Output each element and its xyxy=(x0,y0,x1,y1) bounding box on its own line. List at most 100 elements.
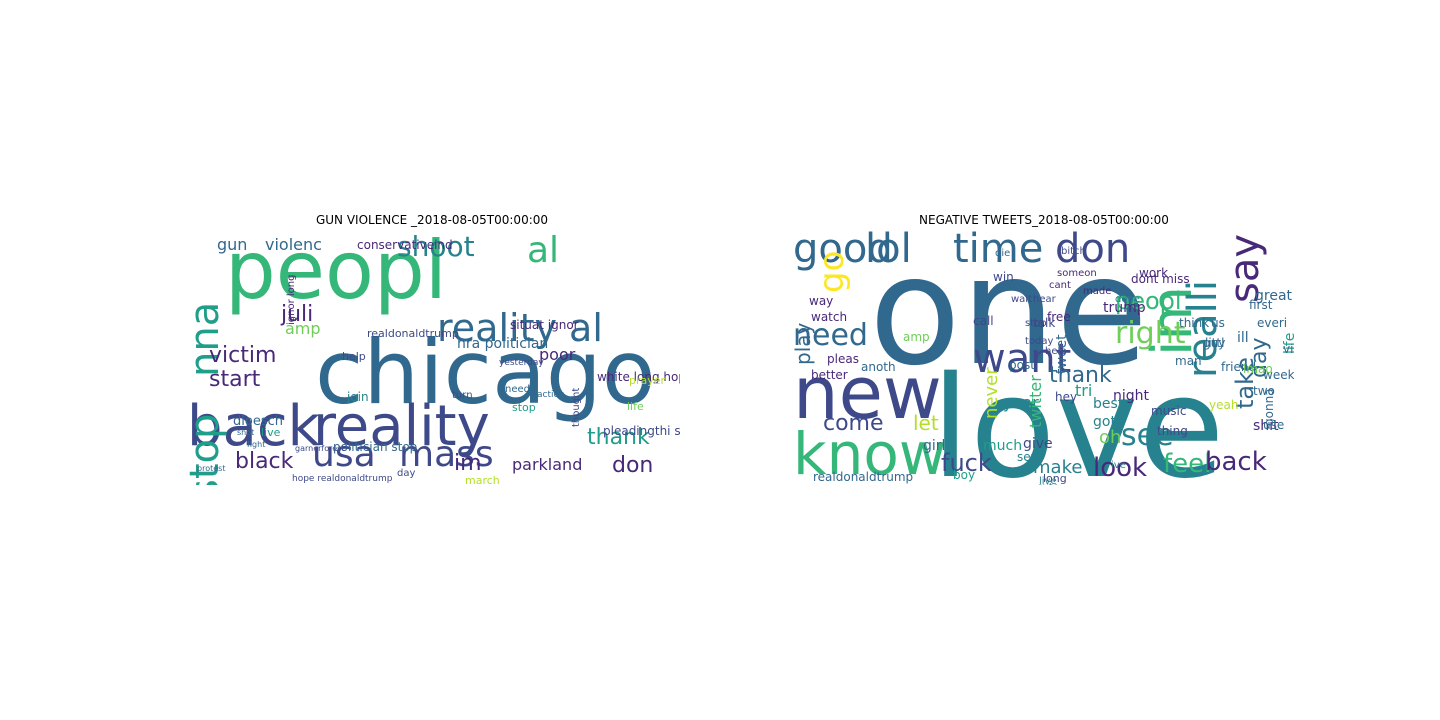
cloud-word: hope realdonaldtrump xyxy=(292,474,393,484)
cloud-word: trump xyxy=(1103,300,1146,316)
cloud-word: made xyxy=(1083,286,1112,297)
cloud-word: girl xyxy=(923,438,946,454)
cloud-word: man xyxy=(1175,354,1202,368)
cloud-word: feel xyxy=(1163,449,1212,479)
cloud-word: garnerforest xyxy=(295,444,345,453)
cloud-word: us xyxy=(1211,316,1225,330)
cloud-word: week xyxy=(1263,368,1294,382)
cloud-word: pleas xyxy=(827,352,859,366)
cloud-word: chicago xyxy=(315,321,656,424)
cloud-word: talk xyxy=(1033,316,1056,330)
cloud-word: call xyxy=(973,314,994,328)
cloud-word: violenc xyxy=(265,235,322,254)
cloud-word: work xyxy=(1139,266,1169,280)
right-cloud-title: NEGATIVE TWEETS_2018-08-05T00:00:00 xyxy=(919,213,1169,227)
cloud-word: twitter xyxy=(1026,375,1045,429)
cloud-word: hear xyxy=(1033,294,1056,305)
cloud-word: think xyxy=(1179,316,1210,330)
cloud-word: want xyxy=(973,336,1072,382)
cloud-word: usa xyxy=(312,434,376,475)
cloud-word: victim xyxy=(209,343,277,368)
cloud-word: turn xyxy=(452,390,473,401)
cloud-word: ive xyxy=(1111,460,1126,471)
cloud-word: amp xyxy=(285,319,321,338)
cloud-word: stop xyxy=(187,413,228,485)
cloud-word: cute xyxy=(1037,483,1059,486)
cloud-word: help xyxy=(1045,346,1067,357)
cloud-word: juli xyxy=(281,302,314,327)
cloud-word: cant xyxy=(1049,280,1071,291)
cloud-word: stop xyxy=(512,401,536,414)
cloud-word: politician stop xyxy=(333,440,418,454)
cloud-word: poor xyxy=(539,345,576,364)
cloud-word: anoth xyxy=(861,360,896,374)
cloud-word: time xyxy=(953,229,1044,272)
cloud-word: don xyxy=(612,453,654,478)
cloud-word: thank xyxy=(587,425,650,450)
cloud-word: parkland xyxy=(512,455,583,474)
cloud-word: reality xyxy=(313,394,490,459)
cloud-word: im xyxy=(454,451,482,476)
cloud-word: need xyxy=(793,318,868,353)
cloud-word: one xyxy=(869,229,1149,399)
cloud-word: let xyxy=(913,411,939,435)
cloud-word: gun xyxy=(217,235,248,254)
cloud-word: win xyxy=(993,270,1014,284)
cloud-word: come xyxy=(823,411,884,436)
left-cloud-title: GUN VIOLENCE _2018-08-05T00:00:00 xyxy=(315,213,549,227)
cloud-word: dloesch xyxy=(233,414,283,429)
cloud-word: know xyxy=(793,420,947,485)
cloud-word: free xyxy=(1047,310,1071,324)
cloud-word: littl xyxy=(1205,336,1225,350)
cloud-word: better xyxy=(811,368,848,382)
cloud-word: shot xyxy=(237,428,255,437)
cloud-word: action xyxy=(537,390,565,400)
cloud-word: thank xyxy=(1049,363,1112,388)
cloud-word: back xyxy=(1205,447,1267,477)
cloud-word: music xyxy=(1151,404,1187,418)
cloud-word: amp xyxy=(903,330,930,344)
cloud-word: peopl xyxy=(1115,287,1182,315)
cloud-word: way xyxy=(809,294,834,308)
cloud-word: yeah xyxy=(1209,398,1239,412)
cloud-word: lmao xyxy=(1243,362,1273,376)
cloud-word: join xyxy=(347,390,369,404)
cloud-word: sex xyxy=(1017,450,1038,464)
cloud-word: look xyxy=(1093,453,1148,483)
cloud-word: everi xyxy=(1257,316,1288,330)
cloud-word: white long hope xyxy=(597,370,680,384)
cloud-word: die xyxy=(995,248,1011,259)
cloud-word: oh xyxy=(1099,427,1122,448)
cloud-word: al xyxy=(527,230,560,271)
cloud-word: don xyxy=(1055,229,1131,272)
cloud-word: yesterday xyxy=(499,358,544,368)
cloud-word: much xyxy=(983,438,1023,454)
negative-tweets-word-cloud: one love new know im good lol time don go realli sa… xyxy=(793,229,1294,485)
cloud-word: two xyxy=(1253,384,1275,398)
cloud-word: dont miss xyxy=(1131,272,1190,286)
cloud-word: conservativeind xyxy=(357,238,453,252)
cloud-word: never xyxy=(981,367,1002,419)
cloud-word: post xyxy=(1009,358,1035,372)
cloud-word: best xyxy=(1093,396,1124,412)
cloud-word: fight xyxy=(247,440,266,449)
cloud-word: need xyxy=(505,384,530,395)
cloud-word: video xyxy=(1283,342,1294,356)
cloud-word: got xyxy=(1093,414,1116,430)
cloud-word: good xyxy=(793,229,893,272)
cloud-word: life xyxy=(627,400,644,413)
cloud-word: play xyxy=(793,322,815,365)
cloud-word: make xyxy=(1033,457,1083,478)
cloud-word: protest xyxy=(197,464,226,473)
cloud-word: guy xyxy=(1203,336,1226,350)
cloud-word: use xyxy=(1263,418,1285,432)
cloud-word: start xyxy=(209,367,261,392)
gun-violence-word-cloud: peoplchicagobackrealityusamassstopnnasho… xyxy=(187,229,680,485)
cloud-word: someon xyxy=(1057,268,1097,279)
cloud-word: long xyxy=(1043,472,1067,485)
cloud-word: ignor long xyxy=(286,274,297,325)
cloud-word: wait xyxy=(1011,294,1033,305)
cloud-word: pleadingthi situat xyxy=(603,424,680,438)
cloud-word: first xyxy=(1249,298,1273,312)
cloud-word: right xyxy=(1115,316,1186,351)
